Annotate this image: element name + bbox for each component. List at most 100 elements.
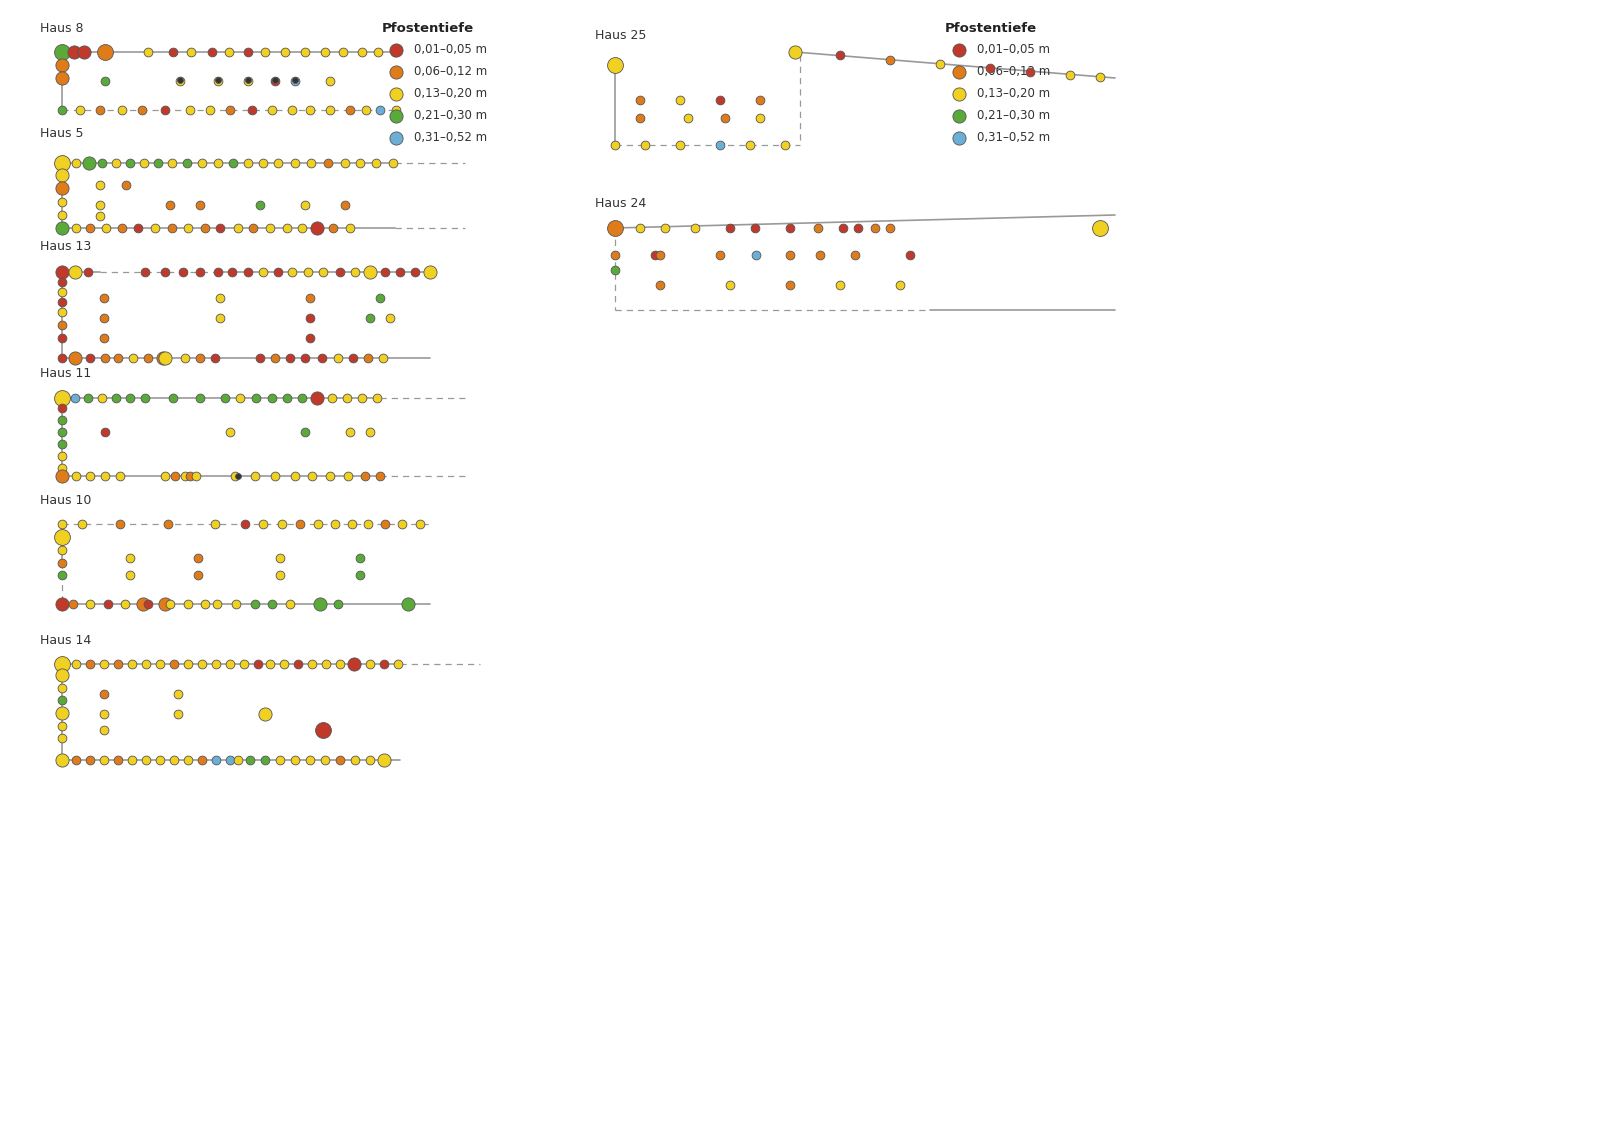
Point <box>349 43 374 62</box>
Point <box>50 434 75 453</box>
Point <box>877 51 902 70</box>
Point <box>315 154 341 172</box>
Point <box>106 751 131 770</box>
Point <box>50 423 75 441</box>
Point <box>50 43 75 62</box>
Point <box>90 154 115 172</box>
Point <box>299 654 325 673</box>
Point <box>267 751 293 770</box>
Point <box>341 349 366 367</box>
Point <box>277 595 302 613</box>
Point <box>117 548 142 567</box>
Point <box>208 309 234 327</box>
Point <box>96 595 122 613</box>
Point <box>282 467 307 486</box>
Point <box>222 467 248 486</box>
Text: Pfostentiefe: Pfostentiefe <box>382 22 474 35</box>
Point <box>245 654 270 673</box>
Point <box>406 515 432 534</box>
Text: Haus 25: Haus 25 <box>595 28 646 42</box>
Point <box>627 109 653 128</box>
Point <box>208 219 234 237</box>
Point <box>240 100 266 119</box>
Point <box>133 263 158 282</box>
Point <box>230 654 256 673</box>
Point <box>77 349 102 367</box>
Point <box>50 389 75 407</box>
Point <box>277 349 302 367</box>
Point <box>50 154 75 172</box>
Point <box>288 515 314 534</box>
Point <box>290 219 315 237</box>
Point <box>112 595 138 613</box>
Point <box>202 349 227 367</box>
Point <box>259 100 285 119</box>
Point <box>189 751 214 770</box>
Point <box>298 154 323 172</box>
Point <box>602 261 627 279</box>
Point <box>61 43 86 62</box>
Point <box>187 263 213 282</box>
Point <box>152 349 178 367</box>
Point <box>50 293 75 311</box>
Point <box>50 528 75 546</box>
Point <box>240 219 266 237</box>
Point <box>205 595 230 613</box>
Point <box>325 595 350 613</box>
Point <box>86 206 112 225</box>
Point <box>269 515 294 534</box>
Point <box>102 389 128 407</box>
Point <box>371 751 397 770</box>
Point <box>293 349 318 367</box>
Point <box>50 410 75 429</box>
Point <box>202 515 227 534</box>
Point <box>117 389 142 407</box>
Point <box>827 46 853 64</box>
Point <box>125 219 150 237</box>
Point <box>50 100 75 119</box>
Point <box>667 136 693 154</box>
Point <box>160 154 184 172</box>
Point <box>298 328 323 347</box>
Point <box>293 196 318 214</box>
Point <box>830 219 856 237</box>
Point <box>246 196 272 214</box>
Point <box>262 71 288 89</box>
Point <box>1088 68 1114 87</box>
Point <box>93 349 118 367</box>
Point <box>235 43 261 62</box>
Point <box>778 219 803 237</box>
Text: 0,21–0,30 m: 0,21–0,30 m <box>414 109 486 122</box>
Text: Haus 10: Haus 10 <box>40 494 91 507</box>
Text: 0,01–0,05 m: 0,01–0,05 m <box>414 43 486 57</box>
Point <box>384 84 410 103</box>
Point <box>142 219 168 237</box>
Point <box>707 136 733 154</box>
Point <box>160 219 184 237</box>
Point <box>64 154 90 172</box>
Point <box>133 654 158 673</box>
Text: 0,31–0,52 m: 0,31–0,52 m <box>414 131 486 145</box>
Point <box>173 349 198 367</box>
Point <box>334 389 360 407</box>
Point <box>381 154 406 172</box>
Point <box>675 109 701 128</box>
Point <box>50 654 75 673</box>
Point <box>226 219 251 237</box>
Point <box>235 72 261 90</box>
Point <box>349 389 374 407</box>
Point <box>178 43 203 62</box>
Point <box>67 100 93 119</box>
Text: 0,06–0,12 m: 0,06–0,12 m <box>414 65 488 79</box>
Point <box>946 41 971 59</box>
Point <box>253 43 278 62</box>
Point <box>50 679 75 698</box>
Point <box>707 246 733 264</box>
Point <box>120 751 144 770</box>
Point <box>50 728 75 747</box>
Point <box>189 654 214 673</box>
Text: Haus 14: Haus 14 <box>40 634 91 648</box>
Point <box>50 447 75 465</box>
Point <box>235 263 261 282</box>
Text: Haus 8: Haus 8 <box>40 22 83 35</box>
